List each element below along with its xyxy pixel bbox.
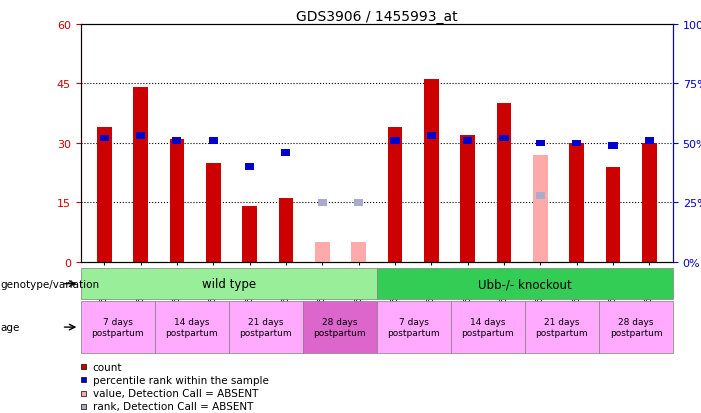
- Bar: [451, 301, 525, 353]
- Bar: [499, 135, 508, 142]
- Text: 7 days
postpartum: 7 days postpartum: [388, 318, 440, 337]
- Bar: [81, 301, 155, 353]
- Bar: [351, 242, 366, 262]
- Text: 21 days
postpartum: 21 days postpartum: [536, 318, 588, 337]
- Bar: [606, 167, 620, 262]
- Text: 28 days
postpartum: 28 days postpartum: [313, 318, 366, 337]
- Text: Ubb-/- knockout: Ubb-/- knockout: [478, 278, 572, 290]
- Text: count: count: [93, 362, 122, 372]
- Text: value, Detection Call = ABSENT: value, Detection Call = ABSENT: [93, 388, 258, 398]
- Text: 21 days
postpartum: 21 days postpartum: [240, 318, 292, 337]
- Text: rank, Detection Call = ABSENT: rank, Detection Call = ABSENT: [93, 401, 253, 411]
- Bar: [243, 207, 257, 262]
- Bar: [463, 138, 472, 145]
- Bar: [645, 138, 654, 145]
- Bar: [245, 164, 254, 171]
- Bar: [318, 199, 327, 206]
- Bar: [599, 301, 673, 353]
- Bar: [377, 301, 451, 353]
- Bar: [427, 133, 436, 140]
- Bar: [536, 192, 545, 199]
- Text: 14 days
postpartum: 14 days postpartum: [165, 318, 218, 337]
- Bar: [229, 301, 303, 353]
- Bar: [536, 140, 545, 147]
- Title: GDS3906 / 1455993_at: GDS3906 / 1455993_at: [296, 10, 458, 24]
- Bar: [209, 138, 218, 145]
- Bar: [303, 301, 377, 353]
- Bar: [133, 88, 148, 262]
- Bar: [572, 140, 581, 147]
- Bar: [642, 144, 657, 262]
- Bar: [170, 140, 184, 262]
- Bar: [81, 268, 377, 299]
- Bar: [97, 128, 111, 262]
- Bar: [390, 138, 400, 145]
- Bar: [354, 199, 363, 206]
- Bar: [461, 135, 475, 262]
- Text: genotype/variation: genotype/variation: [1, 279, 100, 289]
- Bar: [569, 144, 584, 262]
- Text: wild type: wild type: [202, 278, 256, 290]
- Bar: [281, 150, 290, 157]
- Bar: [279, 199, 293, 262]
- Bar: [136, 133, 145, 140]
- Bar: [100, 135, 109, 142]
- Text: age: age: [1, 322, 20, 332]
- Bar: [424, 80, 439, 262]
- Bar: [155, 301, 229, 353]
- Bar: [377, 268, 673, 299]
- Text: 28 days
postpartum: 28 days postpartum: [610, 318, 662, 337]
- Bar: [533, 155, 547, 262]
- Text: 14 days
postpartum: 14 days postpartum: [461, 318, 514, 337]
- Bar: [315, 242, 329, 262]
- Bar: [497, 104, 511, 262]
- Bar: [172, 138, 182, 145]
- Text: 7 days
postpartum: 7 days postpartum: [91, 318, 144, 337]
- Bar: [525, 301, 599, 353]
- Text: percentile rank within the sample: percentile rank within the sample: [93, 375, 268, 385]
- Bar: [608, 142, 618, 149]
- Bar: [388, 128, 402, 262]
- Bar: [206, 163, 221, 262]
